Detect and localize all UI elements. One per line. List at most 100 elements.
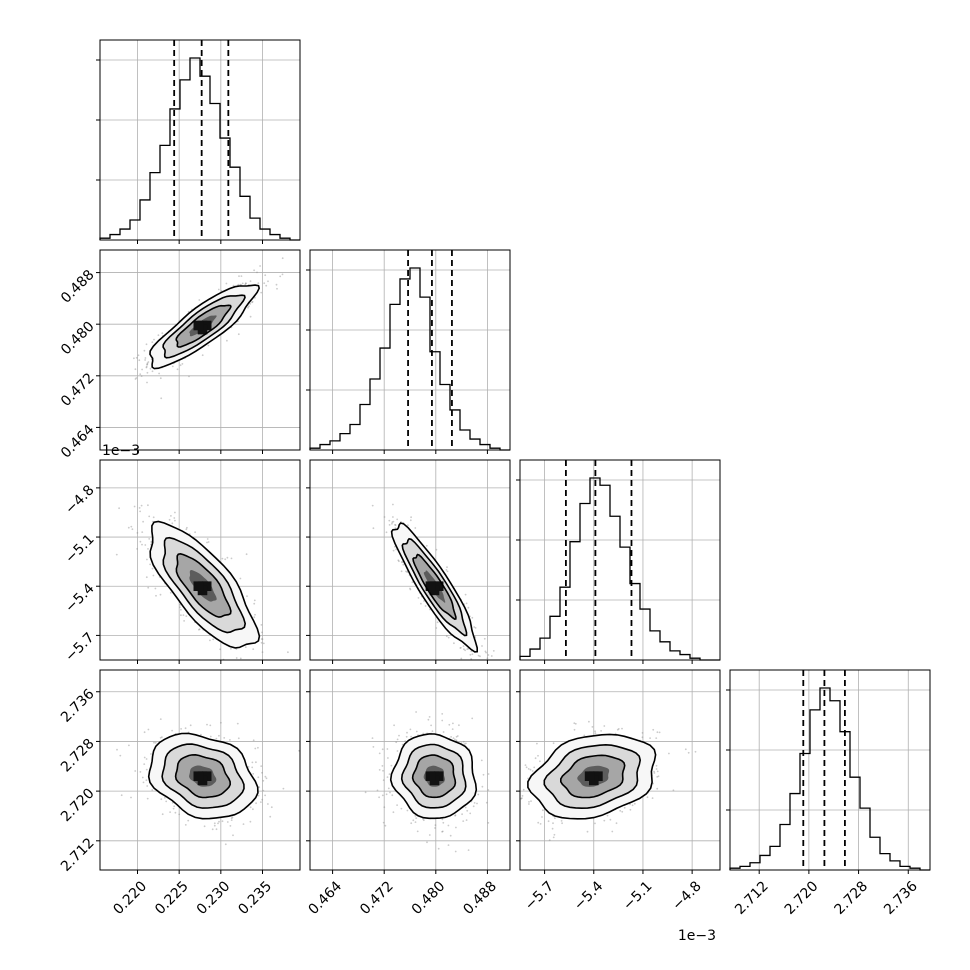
- scatter-point: [145, 576, 148, 579]
- scatter-point: [120, 794, 123, 797]
- scatter-point: [265, 777, 268, 780]
- scatter-point: [246, 595, 248, 598]
- scatter-point: [264, 794, 266, 797]
- scatter-point: [142, 781, 145, 784]
- hist-panel-2: [516, 459, 721, 664]
- scatter-point: [493, 667, 495, 669]
- scatter-point: [217, 822, 219, 825]
- scatter-point: [459, 647, 462, 649]
- scatter-point: [148, 515, 151, 518]
- x-offset-label: 1e−3: [678, 928, 716, 944]
- scatter-point: [387, 757, 389, 759]
- scatter-point: [430, 724, 432, 727]
- scatter-point: [407, 524, 409, 527]
- scatter-point: [395, 548, 398, 551]
- scatter-point: [254, 296, 256, 299]
- scatter-point: [255, 802, 257, 805]
- scatter-point: [520, 797, 523, 800]
- scatter-point: [160, 397, 163, 400]
- scatter-point: [455, 735, 458, 738]
- scatter-point: [146, 785, 149, 787]
- scatter-point: [591, 726, 594, 728]
- scatter-point: [240, 275, 243, 277]
- histogram-step: [99, 57, 300, 241]
- scatter-point: [252, 808, 254, 811]
- scatter-point: [656, 731, 659, 734]
- x-tick-label: 0.235: [235, 878, 275, 918]
- scatter-point: [198, 628, 201, 631]
- x-tick-label: 0.472: [357, 878, 397, 918]
- scatter-point: [232, 284, 235, 287]
- scatter-point: [480, 759, 483, 762]
- scatter-point: [185, 528, 188, 531]
- scatter-point: [412, 819, 415, 822]
- scatter-point: [144, 357, 147, 359]
- density-panel-1-3: [306, 669, 511, 874]
- scatter-point: [655, 764, 658, 767]
- scatter-point: [213, 822, 216, 825]
- density-panel-0-1: [96, 249, 301, 454]
- scatter-point: [247, 306, 249, 309]
- scatter-point: [487, 654, 490, 656]
- panel-frame: [99, 249, 301, 451]
- contour-line: [400, 743, 467, 809]
- scatter-point: [405, 570, 407, 573]
- scatter-point: [378, 769, 381, 771]
- scatter-point: [514, 799, 516, 801]
- scatter-point: [372, 746, 375, 748]
- scatter-point: [542, 809, 544, 812]
- scatter-point: [528, 803, 530, 805]
- scatter-point: [462, 645, 465, 647]
- scatter-point: [406, 809, 409, 812]
- scatter-point: [656, 776, 659, 778]
- contour-line: [161, 743, 245, 809]
- scatter-point: [409, 728, 412, 731]
- scatter-point: [160, 798, 163, 801]
- contour-line: [390, 522, 478, 653]
- scatter-point: [473, 626, 476, 628]
- scatter-point: [446, 570, 449, 573]
- histogram-step: [309, 267, 510, 451]
- scatter-point: [135, 377, 138, 379]
- scatter-point: [533, 766, 536, 769]
- scatter-point: [276, 287, 278, 290]
- scatter-point: [249, 280, 252, 283]
- scatter-point: [548, 839, 551, 842]
- y-tick-label: −5.4: [62, 581, 97, 616]
- scatter-point: [396, 804, 398, 806]
- scatter-point: [452, 737, 455, 739]
- scatter-point: [182, 614, 185, 616]
- scatter-point: [600, 730, 602, 732]
- scatter-point: [395, 741, 398, 744]
- scatter-point: [383, 806, 386, 809]
- scatter-point: [179, 364, 182, 367]
- scatter-point: [441, 713, 444, 715]
- x-tick-label: 2.712: [732, 878, 772, 918]
- scatter-point: [257, 776, 260, 779]
- contour-line: [411, 754, 457, 799]
- scatter-point: [146, 371, 149, 374]
- scatter-point: [456, 735, 459, 737]
- scatter-point: [169, 811, 172, 813]
- scatter-point: [152, 574, 155, 577]
- scatter-point: [226, 661, 228, 663]
- scatter-point: [445, 569, 448, 571]
- scatter-point: [254, 613, 256, 616]
- scatter-point: [629, 808, 632, 811]
- scatter-point: [221, 820, 224, 823]
- scatter-point: [183, 620, 186, 622]
- scatter-point: [247, 766, 250, 768]
- scatter-point: [260, 641, 263, 644]
- scatter-point: [530, 800, 532, 802]
- scatter-point: [672, 789, 675, 792]
- scatter-point: [388, 524, 391, 526]
- scatter-point: [141, 531, 144, 533]
- scatter-point: [154, 587, 157, 590]
- scatter-point: [390, 764, 393, 767]
- scatter-point: [382, 779, 385, 782]
- scatter-point: [215, 737, 218, 740]
- x-tick-label: −4.8: [669, 878, 704, 913]
- scatter-point: [684, 748, 687, 751]
- scatter-point: [633, 802, 636, 805]
- scatter-point: [621, 810, 624, 813]
